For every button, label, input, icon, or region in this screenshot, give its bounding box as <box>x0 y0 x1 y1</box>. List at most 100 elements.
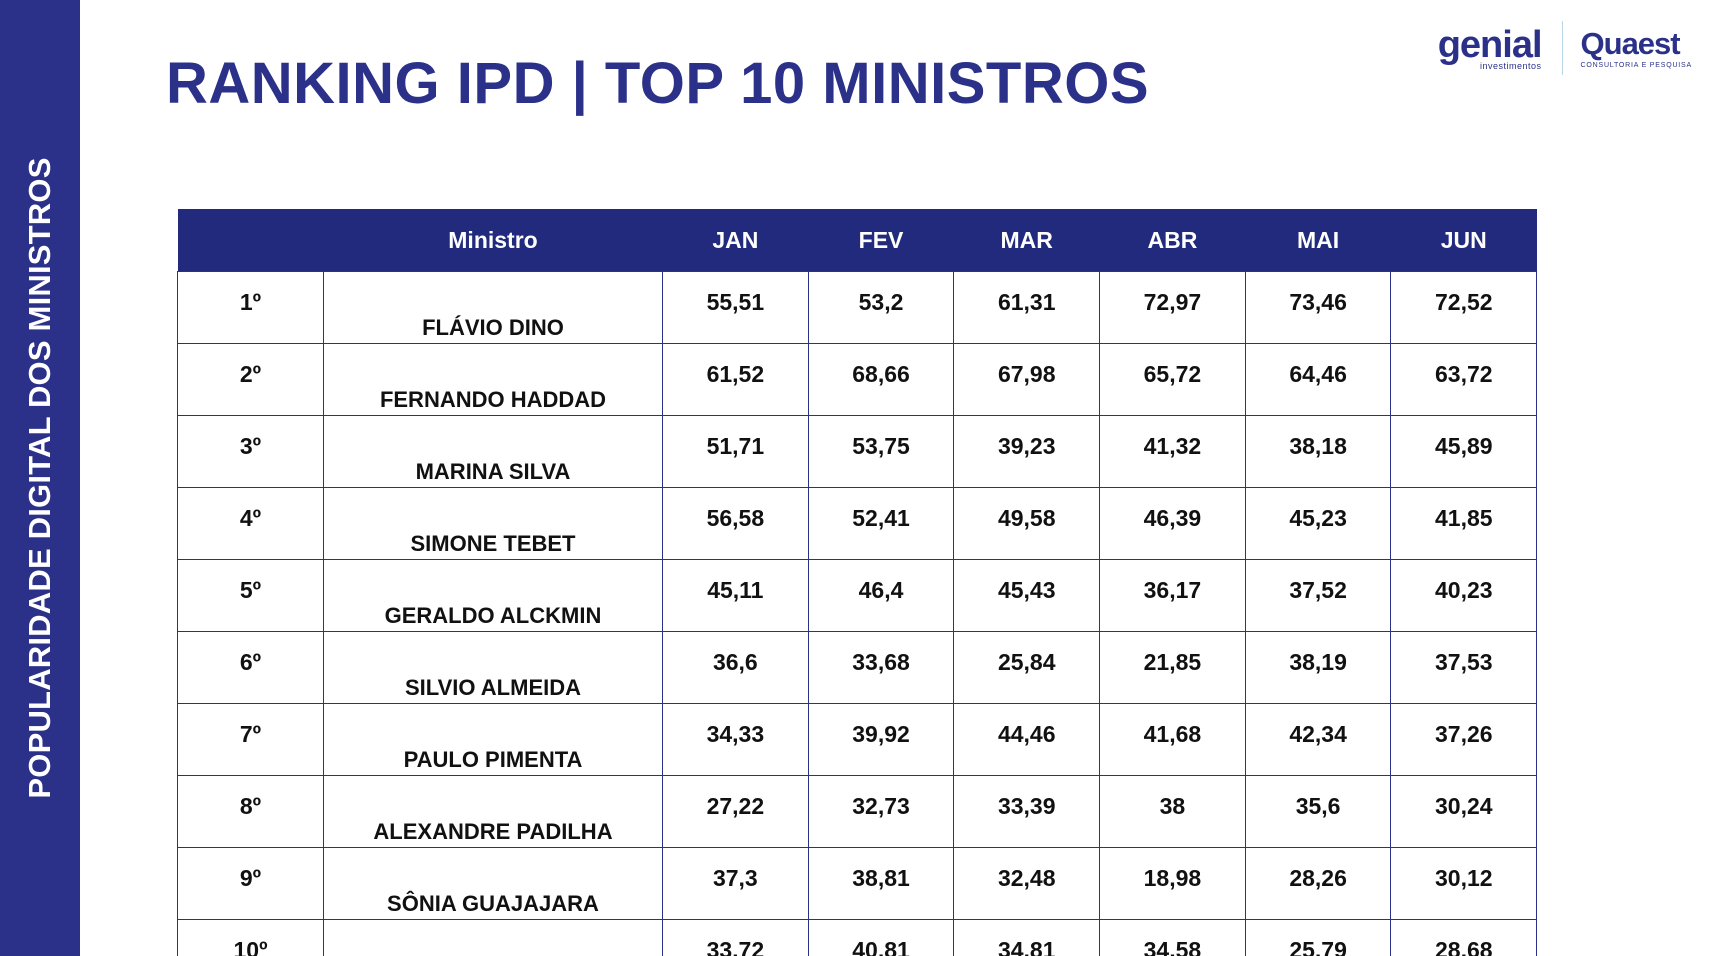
value-cell-mar: 45,43 <box>953 559 1101 632</box>
header-abr: ABR <box>1099 209 1246 272</box>
value-cell-mar: 39,23 <box>953 415 1101 488</box>
value-cell-jan: 45,11 <box>662 559 809 632</box>
value-cell-abr: 46,39 <box>1099 487 1246 560</box>
header-jun: JUN <box>1390 209 1537 272</box>
value-cell-jan: 55,51 <box>662 271 809 344</box>
table-body: 1º FLÁVIO DINO 55,51 53,2 61,31 72,97 73,46 72,… <box>177 271 1538 956</box>
table-row: 2º FERNANDO HADDAD 61,52 68,66 67,98 65,72 64,… <box>177 343 1538 416</box>
value-cell-jun: 37,53 <box>1390 631 1538 704</box>
value-cell-mar: 67,98 <box>953 343 1101 416</box>
quaest-logo: Quaest CONSULTORIA E PESQUISA <box>1581 28 1692 69</box>
value-cell-jan: 36,6 <box>662 631 809 704</box>
table-row: 9º SÔNIA GUAJAJARA 37,3 38,81 32,48 18,98 28,2… <box>177 847 1538 920</box>
rank-cell: 5º <box>177 559 324 632</box>
quaest-logo-word: Quaest <box>1580 25 1681 61</box>
value-cell-abr: 38 <box>1099 775 1246 848</box>
value-cell-jun: 45,89 <box>1390 415 1538 488</box>
header-row: Ministro JAN FEV MAR ABR MAI JUN <box>177 209 1537 272</box>
value-cell-jan: 33,72 <box>662 919 809 956</box>
rank-cell: 6º <box>177 631 324 704</box>
table-row: 8º ALEXANDRE PADILHA 27,22 32,73 33,39 38 35,6… <box>177 775 1538 848</box>
ranking-table: Ministro JAN FEV MAR ABR MAI JUN 1º FLÁVI… <box>177 209 1538 956</box>
value-cell-mai: 25,79 <box>1244 919 1392 956</box>
rank-cell: 1º <box>177 271 324 344</box>
minister-name-cell: PAULO PIMENTA <box>323 703 663 776</box>
genial-logo-sub: investimentos <box>1479 60 1542 71</box>
rank-cell: 8º <box>177 775 324 848</box>
value-cell-mai: 64,46 <box>1244 343 1392 416</box>
value-cell-mar: 25,84 <box>953 631 1101 704</box>
value-cell-mai: 38,19 <box>1244 631 1392 704</box>
value-cell-mar: 44,46 <box>953 703 1101 776</box>
table-row: 5º GERALDO ALCKMIN 45,11 46,4 45,43 36,17 37,5… <box>177 559 1538 632</box>
value-cell-jan: 61,52 <box>662 343 809 416</box>
minister-name-cell: SÔNIA GUAJAJARA <box>323 847 663 920</box>
value-cell-mai: 35,6 <box>1244 775 1392 848</box>
header-rank <box>177 209 324 272</box>
header-mar: MAR <box>953 209 1100 272</box>
value-cell-mai: 28,26 <box>1244 847 1392 920</box>
minister-name-cell: GERALDO ALCKMIN <box>323 559 663 632</box>
value-cell-abr: 21,85 <box>1099 631 1246 704</box>
value-cell-fev: 53,2 <box>807 271 955 344</box>
value-cell-jun: 40,23 <box>1390 559 1538 632</box>
genial-logo: genial investimentos <box>1438 26 1543 71</box>
value-cell-mar: 33,39 <box>953 775 1101 848</box>
header-ministro: Ministro <box>323 209 663 272</box>
value-cell-jun: 63,72 <box>1390 343 1538 416</box>
rank-cell: 7º <box>177 703 324 776</box>
header-jan: JAN <box>662 209 809 272</box>
minister-name-cell: MARINA SILVA <box>323 415 663 488</box>
header-fev: FEV <box>808 209 954 272</box>
value-cell-abr: 41,68 <box>1099 703 1246 776</box>
value-cell-abr: 65,72 <box>1099 343 1246 416</box>
value-cell-fev: 53,75 <box>807 415 955 488</box>
minister-name-cell: SILVIO ALMEIDA <box>323 631 663 704</box>
sidebar-band: POPULARIDADE DIGITAL DOS MINISTROS <box>0 0 80 956</box>
value-cell-mar: 34,81 <box>953 919 1101 956</box>
value-cell-jun: 28,68 <box>1390 919 1538 956</box>
value-cell-mar: 49,58 <box>953 487 1101 560</box>
value-cell-jun: 41,85 <box>1390 487 1538 560</box>
minister-name-cell: SIMONE TEBET <box>323 487 663 560</box>
rank-cell: 9º <box>177 847 324 920</box>
table-row: 4º SIMONE TEBET 56,58 52,41 49,58 46,39 45,23 4… <box>177 487 1538 560</box>
table-header: Ministro JAN FEV MAR ABR MAI JUN <box>177 209 1537 272</box>
value-cell-fev: 52,41 <box>807 487 955 560</box>
rank-cell: 10º <box>177 919 324 956</box>
table-row: 7º PAULO PIMENTA 34,33 39,92 44,46 41,68 42,34… <box>177 703 1538 776</box>
rank-cell: 3º <box>177 415 324 488</box>
quaest-logo-sub: CONSULTORIA E PESQUISA <box>1580 61 1692 69</box>
table-row: 10ºMARGARETH MENEZES33,7240,8134,8134,58… <box>177 919 1538 956</box>
minister-name-cell: ALEXANDRE PADILHA <box>323 775 663 848</box>
value-cell-fev: 68,66 <box>807 343 955 416</box>
minister-name-cell: FLÁVIO DINO <box>323 271 663 344</box>
value-cell-abr: 18,98 <box>1099 847 1246 920</box>
value-cell-fev: 40,81 <box>807 919 955 956</box>
value-cell-abr: 72,97 <box>1099 271 1246 344</box>
value-cell-jan: 37,3 <box>662 847 809 920</box>
value-cell-jan: 27,22 <box>662 775 809 848</box>
value-cell-fev: 46,4 <box>807 559 955 632</box>
table-row: 1º FLÁVIO DINO 55,51 53,2 61,31 72,97 73,46 72,… <box>177 271 1538 344</box>
rank-cell: 2º <box>177 343 324 416</box>
value-cell-mar: 32,48 <box>953 847 1101 920</box>
value-cell-fev: 33,68 <box>807 631 955 704</box>
value-cell-jan: 34,33 <box>662 703 809 776</box>
table-row: 3º MARINA SILVA 51,71 53,75 39,23 41,32 38,18 4… <box>177 415 1538 488</box>
value-cell-jun: 37,26 <box>1390 703 1538 776</box>
value-cell-abr: 41,32 <box>1099 415 1246 488</box>
rank-cell: 4º <box>177 487 324 560</box>
minister-name-cell: FERNANDO HADDAD <box>323 343 663 416</box>
value-cell-jun: 30,12 <box>1390 847 1538 920</box>
value-cell-abr: 36,17 <box>1099 559 1246 632</box>
value-cell-jan: 56,58 <box>662 487 809 560</box>
ranking-table-wrap: Ministro JAN FEV MAR ABR MAI JUN 1º FLÁVI… <box>177 209 1538 956</box>
value-cell-fev: 38,81 <box>807 847 955 920</box>
page-title: RANKING IPD | TOP 10 MINISTROS <box>166 51 1150 116</box>
value-cell-fev: 32,73 <box>807 775 955 848</box>
value-cell-mai: 38,18 <box>1244 415 1392 488</box>
value-cell-mai: 73,46 <box>1244 271 1392 344</box>
table-row: 6º SILVIO ALMEIDA 36,6 33,68 25,84 21,85 38,19… <box>177 631 1538 704</box>
